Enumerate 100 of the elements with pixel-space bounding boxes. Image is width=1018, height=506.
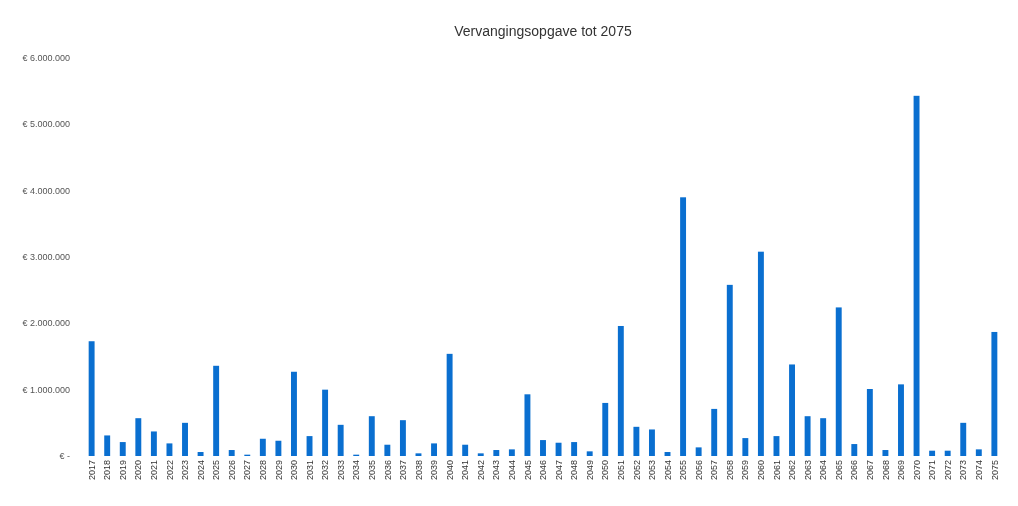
bar (726, 284, 733, 456)
x-tick-label: 2017 (86, 460, 97, 481)
bar (929, 450, 936, 456)
bar (197, 452, 204, 456)
x-tick-label: 2065 (833, 460, 844, 481)
x-tick-label: 2038 (413, 460, 424, 481)
x-tick-label: 2040 (444, 460, 455, 481)
x-tick-label: 2075 (989, 460, 1000, 481)
bar (322, 389, 329, 456)
bar (259, 438, 266, 456)
x-tick-label: 2043 (491, 460, 502, 481)
y-tick-label: € 2.000.000 (22, 318, 70, 329)
x-tick-label: 2056 (693, 460, 704, 481)
bar (975, 449, 982, 456)
x-tick-label: 2073 (958, 460, 969, 481)
x-tick-label: 2050 (600, 460, 611, 481)
x-tick-label: 2045 (522, 460, 533, 481)
x-tick-label: 2071 (927, 460, 938, 481)
bar (991, 331, 998, 456)
x-tick-label: 2052 (631, 460, 642, 481)
bar (540, 440, 546, 456)
x-tick-label: 2054 (662, 460, 673, 481)
bar (415, 453, 422, 456)
x-tick-label: 2046 (538, 460, 549, 481)
x-tick-label: 2070 (911, 460, 922, 481)
x-tick-label: 2047 (553, 460, 564, 481)
x-tick-label: 2062 (787, 460, 798, 481)
x-tick-label: 2057 (709, 460, 720, 481)
bar (757, 251, 764, 456)
bar (477, 453, 484, 456)
x-tick-label: 2072 (942, 460, 953, 481)
x-tick-label: 2041 (460, 460, 471, 481)
bar (104, 435, 111, 456)
y-tick-label: € - (59, 451, 70, 462)
x-tick-label: 2032 (320, 460, 331, 481)
bar (88, 341, 95, 456)
bar (166, 443, 173, 456)
bar (524, 394, 531, 456)
bar (508, 449, 515, 456)
y-tick-label: € 4.000.000 (22, 185, 70, 196)
x-tick-label: 2035 (366, 460, 377, 481)
x-tick-label: 2036 (382, 460, 393, 481)
bar (431, 443, 438, 456)
x-tick-label: 2034 (351, 460, 362, 481)
bar (913, 95, 920, 456)
chart-title: Vervangingsopgave tot 2075 (454, 23, 632, 39)
x-tick-label: 2059 (740, 460, 751, 481)
bar (617, 325, 624, 456)
bar (571, 442, 578, 456)
x-tick-label: 2068 (880, 460, 891, 481)
bar (119, 442, 126, 456)
bar (866, 389, 873, 456)
x-tick-label: 2061 (771, 460, 782, 481)
y-tick-label: € 3.000.000 (22, 252, 70, 263)
x-tick-label: 2025 (211, 460, 222, 481)
bar (695, 447, 702, 456)
x-tick-label: 2069 (896, 460, 907, 481)
bar (711, 408, 718, 456)
y-tick-label: € 5.000.000 (22, 119, 70, 130)
x-tick-label: 2019 (117, 460, 128, 481)
bar (135, 418, 142, 456)
x-tick-label: 2048 (569, 460, 580, 481)
bar (944, 450, 951, 456)
x-tick-label: 2042 (475, 460, 486, 481)
bar (446, 353, 453, 456)
bar (804, 416, 811, 456)
bar (649, 429, 655, 456)
bar (368, 416, 375, 456)
x-tick-label: 2027 (242, 460, 253, 481)
x-tick-label: 2023 (180, 460, 191, 481)
bar (633, 426, 640, 456)
x-tick-label: 2022 (164, 460, 175, 481)
bar (680, 197, 687, 456)
bar (820, 418, 827, 456)
bar (882, 450, 889, 456)
x-tick-label: 2033 (335, 460, 346, 481)
x-tick-label: 2029 (273, 460, 284, 481)
x-tick-label: 2039 (429, 460, 440, 481)
x-tick-label: 2058 (724, 460, 735, 481)
x-tick-label: 2044 (507, 460, 518, 481)
x-tick-label: 2067 (865, 460, 876, 481)
x-tick-label: 2037 (398, 460, 409, 481)
x-tick-label: 2031 (304, 460, 315, 481)
x-tick-label: 2066 (849, 460, 860, 481)
bar (898, 384, 904, 456)
bar (182, 422, 188, 456)
x-tick-label: 2074 (973, 460, 984, 481)
x-tick-label: 2024 (195, 460, 206, 481)
bar (851, 444, 858, 456)
bar (493, 450, 500, 456)
y-tick-label: € 1.000.000 (22, 384, 70, 395)
x-tick-label: 2028 (257, 460, 268, 481)
y-tick-label: € 6.000.000 (22, 53, 70, 64)
bar (789, 364, 795, 456)
x-tick-label: 2053 (647, 460, 658, 481)
bar (602, 402, 609, 456)
x-tick-label: 2030 (289, 460, 300, 481)
bar (150, 431, 157, 456)
bar (399, 420, 406, 456)
x-tick-label: 2060 (756, 460, 767, 481)
